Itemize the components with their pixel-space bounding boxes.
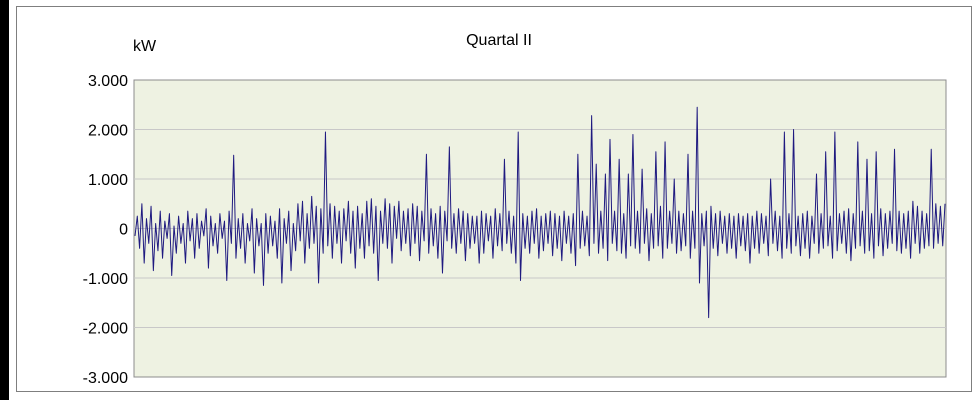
- y-tick-label: 3.000: [88, 73, 128, 90]
- chart-title: Quartal II: [466, 32, 532, 49]
- y-axis-label: kW: [133, 38, 157, 55]
- y-tick-label: 2.000: [88, 123, 128, 140]
- series-line: [134, 106, 946, 319]
- chart-svg: 3.000 2.000 1.000 0 -1.000 -2.000 -3.000 kW Qu…: [83, 32, 947, 387]
- y-tick-label: -1.000: [83, 271, 128, 288]
- y-tick-label: 1.000: [88, 172, 128, 189]
- chart-frame: 3.000 2.000 1.000 0 -1.000 -2.000 -3.000 kW Qu…: [16, 6, 972, 392]
- y-tick-label: -3.000: [83, 370, 128, 387]
- y-tick-label: 0: [119, 222, 128, 239]
- y-tick-label: -2.000: [83, 321, 128, 338]
- left-edge-bar: [0, 0, 9, 400]
